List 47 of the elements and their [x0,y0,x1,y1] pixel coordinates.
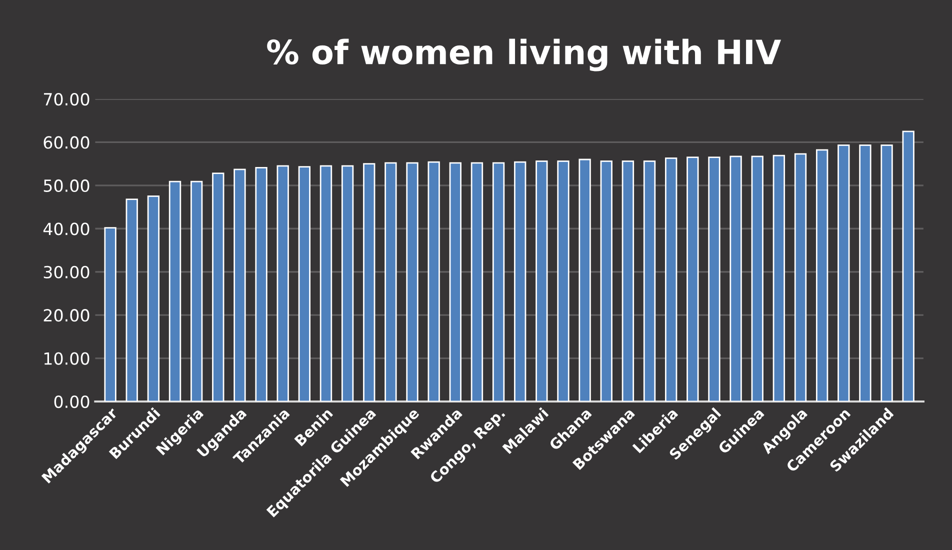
y-tick-label: 0.00 [54,395,90,408]
bar [794,153,807,402]
bar [600,160,612,402]
bar [104,227,116,402]
bar [751,156,764,402]
y-tick-label: 30.00 [44,266,90,278]
y-tick-label: 20.00 [44,309,90,322]
bar [126,198,138,402]
bar [212,172,224,402]
bar [686,156,699,402]
bar [255,167,268,402]
bar [514,161,526,402]
bar [902,130,914,402]
chart-title: % of women living with HIV [267,38,782,72]
bar [168,180,182,402]
bar [190,180,203,402]
bar [320,165,332,402]
bar [406,162,418,402]
bar [428,161,440,402]
bar [880,144,893,402]
bar [708,156,720,402]
bar [147,196,160,402]
bar [859,144,872,402]
bar [557,160,570,402]
y-tick-label: 40.00 [43,222,90,236]
bar [665,158,678,402]
bar [298,166,311,402]
bar [492,162,505,402]
bar [772,154,786,402]
y-tick-label: 60.00 [44,136,90,149]
y-tick-label: 50.00 [44,179,90,192]
bar [234,168,246,402]
bar [578,158,591,402]
y-tick-label: 10.00 [44,352,90,365]
bar [341,165,354,402]
bar [449,162,462,402]
y-tick-label: 70.00 [44,92,90,106]
bar [536,160,548,402]
bar [276,165,289,402]
bar [363,163,376,402]
bar [384,162,397,402]
bar [470,162,484,402]
bar [622,160,634,402]
bar [816,149,828,402]
bar [643,160,656,402]
bar [838,144,850,402]
bar [730,156,742,402]
